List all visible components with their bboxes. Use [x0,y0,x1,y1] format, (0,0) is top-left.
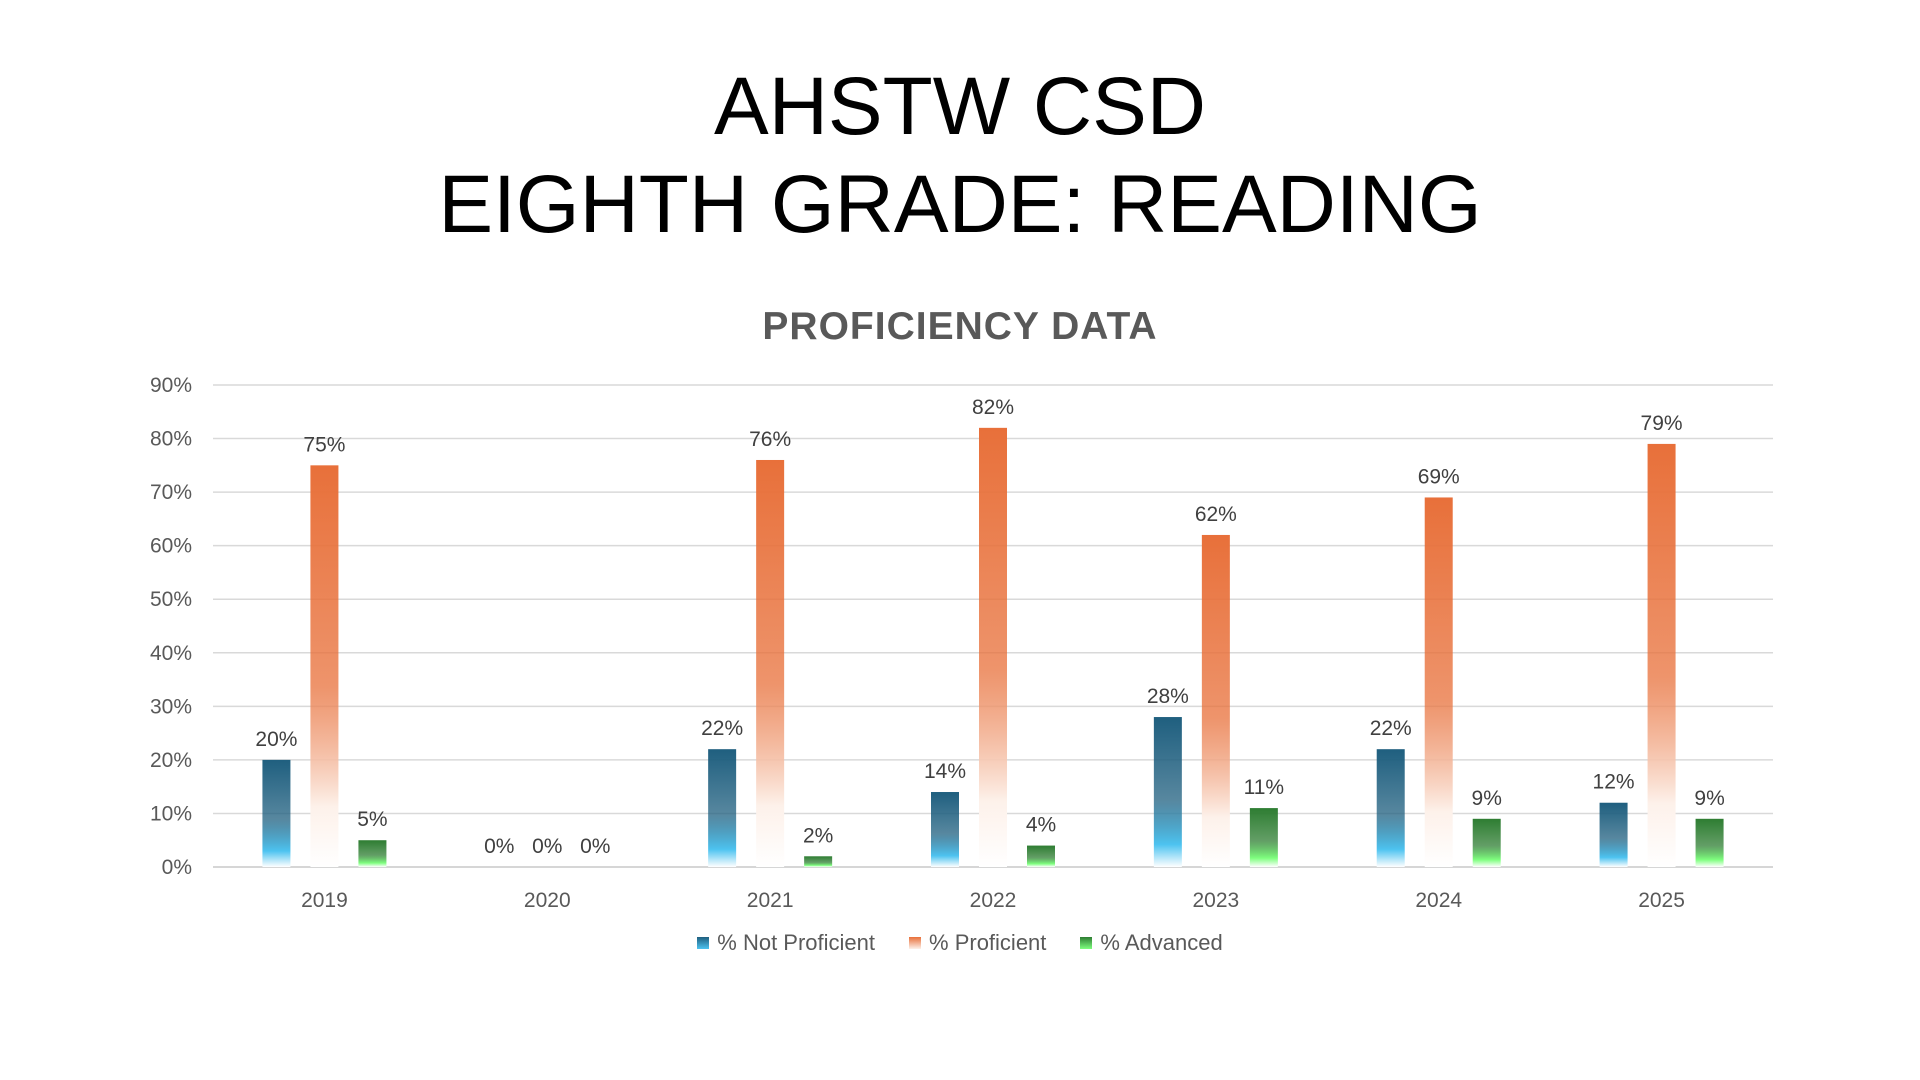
y-axis-ticks: 0% 10% 20% 30% 40% 50% 60% 70% 80% 90% [150,374,192,879]
bar-not-proficient-2024 [1376,749,1405,867]
bar-not-proficient-2023 [1153,717,1182,867]
bar-proficient-2021 [756,459,785,867]
data-label-proficient-2025: 79% [1641,412,1683,435]
data-label-not-proficient-2020: 0% [484,835,514,858]
x-tick-label-2020: 2020 [524,889,571,912]
data-label-not-proficient-2024: 22% [1370,717,1412,740]
data-label-advanced-2022: 4% [1026,814,1056,837]
bar-advanced-2021 [804,856,833,867]
bar-advanced-2022 [1027,845,1055,867]
data-labels: 20% 75% 5% 0% 0% 0% 22% 76% 2% 14% 82% 4% 28% 62% 11% 2… [255,396,1724,858]
data-label-proficient-2019: 75% [303,433,345,456]
data-label-not-proficient-2021: 22% [701,717,743,740]
x-tick-label-2025: 2025 [1638,889,1685,912]
data-label-advanced-2019: 5% [357,808,387,831]
y-tick-label: 30% [150,695,192,718]
slide-title-line-2: EIGHTH GRADE: READING [438,159,1482,250]
y-tick-label: 40% [150,642,192,665]
legend-swatch-not-proficient [697,937,710,949]
bar-proficient-2023 [1201,534,1230,867]
legend-item-advanced: % Advanced [1080,930,1223,956]
legend: % Not Proficient % Proficient % Advanced [0,930,1920,956]
bar-not-proficient-2022 [931,792,959,867]
slide-title: AHSTW CSD EIGHTH GRADE: READING [0,58,1920,254]
bar-proficient-2024 [1424,497,1453,867]
data-label-not-proficient-2025: 12% [1593,771,1635,794]
bar-proficient-2025 [1647,443,1676,867]
slide-title-line-1: AHSTW CSD [714,61,1206,152]
x-tick-label-2019: 2019 [301,889,348,912]
legend-label-not-proficient: % Not Proficient [717,930,876,955]
bars [262,427,1724,867]
data-label-not-proficient-2023: 28% [1147,685,1189,708]
y-tick-label: 80% [150,428,192,451]
data-label-advanced-2025: 9% [1694,787,1724,810]
bar-advanced-2024 [1472,818,1501,867]
legend-label-proficient: % Proficient [929,930,1047,955]
data-label-proficient-2024: 69% [1418,465,1460,488]
x-tick-label-2024: 2024 [1415,889,1462,912]
data-label-not-proficient-2019: 20% [255,728,297,751]
data-label-advanced-2020: 0% [580,835,610,858]
data-label-advanced-2021: 2% [803,824,833,847]
y-tick-label: 90% [150,374,192,397]
legend-item-not-proficient: % Not Proficient [697,930,875,956]
legend-swatch-proficient [909,937,922,949]
x-tick-label-2022: 2022 [970,889,1017,912]
y-tick-label: 60% [150,535,192,558]
x-axis-ticks: 2019 2020 2021 2022 2023 2024 2025 [301,889,1685,912]
data-label-proficient-2022: 82% [972,396,1014,419]
y-tick-label: 20% [150,749,192,772]
data-label-proficient-2023: 62% [1195,503,1237,526]
data-label-not-proficient-2022: 14% [924,760,966,783]
y-tick-label: 10% [150,802,192,825]
bar-proficient-2019 [310,465,339,867]
chart-title: PROFICIENCY DATA [762,305,1158,348]
bar-advanced-2023 [1249,808,1278,867]
y-tick-label: 50% [150,588,192,611]
legend-swatch-advanced [1080,937,1093,949]
bar-not-proficient-2021 [708,749,737,867]
data-label-proficient-2020: 0% [532,835,562,858]
x-tick-label-2021: 2021 [747,889,794,912]
y-tick-label: 0% [162,856,192,879]
y-tick-label: 70% [150,481,192,504]
bar-advanced-2025 [1695,818,1724,867]
bar-proficient-2022 [979,427,1007,867]
data-label-advanced-2023: 11% [1244,776,1284,799]
data-label-advanced-2024: 9% [1472,787,1502,810]
data-label-proficient-2021: 76% [749,428,791,451]
legend-item-proficient: % Proficient [909,930,1046,956]
bar-not-proficient-2019 [262,759,291,867]
bar-not-proficient-2025 [1599,802,1628,867]
bar-advanced-2019 [358,840,387,867]
legend-label-advanced: % Advanced [1100,930,1223,955]
x-tick-label-2023: 2023 [1192,889,1239,912]
